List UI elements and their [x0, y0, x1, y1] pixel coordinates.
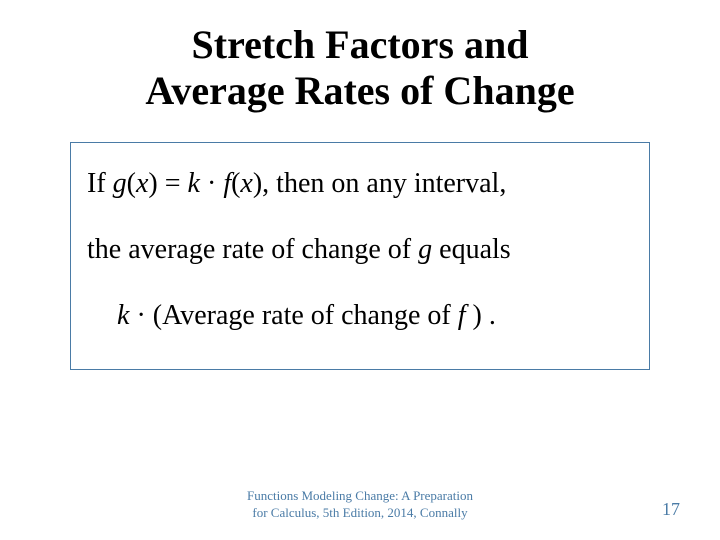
var-g: g: [418, 234, 432, 265]
text: · (Average rate of change of: [129, 300, 457, 331]
title-line-1: Stretch Factors and: [0, 22, 720, 68]
text: If: [87, 168, 113, 199]
text: ) .: [466, 300, 496, 331]
var-f: f: [223, 168, 231, 199]
citation-text: Functions Modeling Change: A Preparation…: [210, 488, 510, 522]
var-x: x: [240, 168, 252, 199]
footer-citation: Functions Modeling Change: A Preparation…: [0, 488, 720, 522]
text: ), then on any interval,: [253, 168, 506, 199]
text: the average rate of change of: [87, 234, 418, 265]
text: (: [127, 168, 136, 199]
citation-line-1: Functions Modeling Change: A Preparation: [247, 488, 473, 503]
text: equals: [432, 234, 511, 265]
var-k: k: [117, 300, 129, 331]
theorem-line-3: k · (Average rate of change of f ) .: [87, 295, 633, 337]
var-f: f: [458, 300, 466, 331]
var-g: g: [113, 168, 127, 199]
var-k: k: [188, 168, 200, 199]
var-x: x: [136, 168, 148, 199]
citation-line-2: for Calculus, 5th Edition, 2014, Connall…: [252, 505, 467, 520]
title-line-2: Average Rates of Change: [0, 68, 720, 114]
theorem-line-1: If g(x) = k · f(x), then on any interval…: [87, 163, 633, 205]
text: ·: [200, 168, 223, 199]
page-number: 17: [662, 499, 680, 520]
theorem-box: If g(x) = k · f(x), then on any interval…: [70, 142, 650, 370]
slide-title: Stretch Factors and Average Rates of Cha…: [0, 0, 720, 114]
theorem-line-2: the average rate of change of g equals: [87, 229, 633, 271]
text: ) =: [148, 168, 187, 199]
